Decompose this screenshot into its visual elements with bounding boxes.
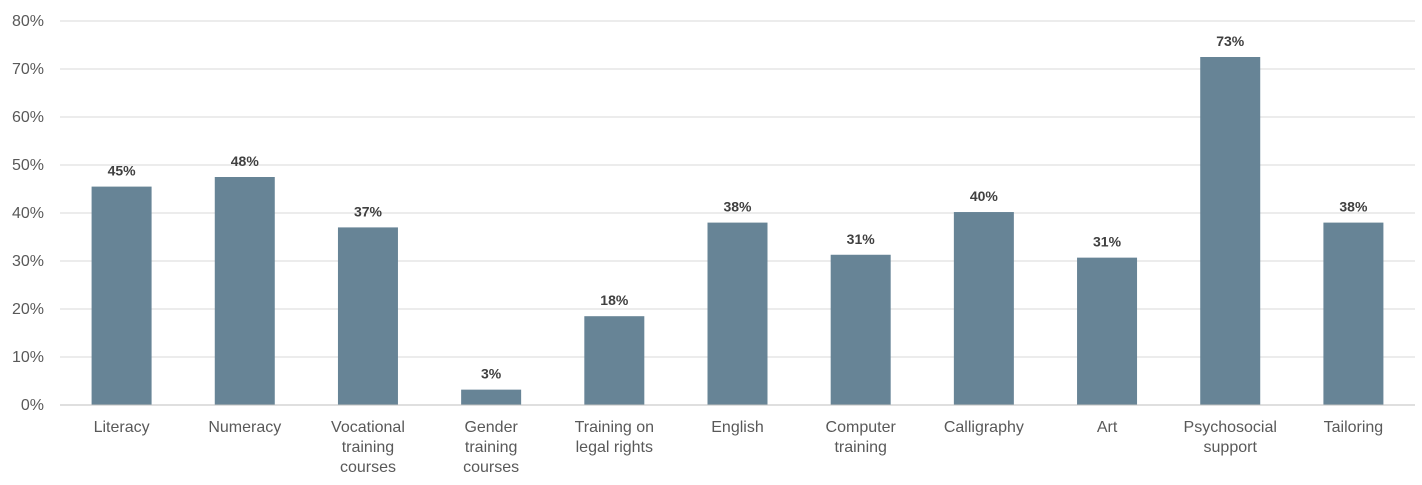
- bar: [91, 186, 152, 405]
- y-tick-label: 50%: [12, 157, 44, 174]
- bar: [1077, 257, 1138, 405]
- category-label: Numeracy: [208, 419, 281, 436]
- y-tick-label: 40%: [12, 205, 44, 222]
- category-label: Psychosocial support: [1184, 419, 1277, 456]
- bar: [830, 254, 891, 405]
- data-label: 31%: [847, 231, 876, 247]
- data-label: 31%: [1093, 234, 1122, 250]
- y-tick-label: 30%: [12, 253, 44, 270]
- category-label: Vocational training courses: [331, 419, 405, 476]
- data-label: 48%: [231, 153, 260, 169]
- data-label: 38%: [723, 199, 752, 215]
- data-labels: 45% 48% 37% 3% 18% 38% 31% 40% 31% 73% 38%: [108, 33, 1368, 382]
- data-label: 40%: [970, 188, 999, 204]
- data-label: 18%: [600, 292, 629, 308]
- data-label: 3%: [481, 366, 502, 382]
- bar: [707, 222, 768, 405]
- bar: [214, 177, 275, 405]
- category-label: Computer training: [826, 419, 897, 456]
- y-tick-label: 60%: [12, 109, 44, 126]
- y-tick-label: 10%: [12, 349, 44, 366]
- data-label: 37%: [354, 203, 383, 219]
- category-label: Literacy: [94, 419, 150, 436]
- data-label: 38%: [1339, 199, 1368, 215]
- data-label: 73%: [1216, 33, 1245, 49]
- category-label: Calligraphy: [944, 419, 1024, 436]
- category-label: English: [711, 419, 763, 436]
- y-tick-label: 20%: [12, 301, 44, 318]
- bar: [584, 316, 645, 405]
- category-label: Training on legal rights: [575, 419, 654, 456]
- bar: [953, 212, 1014, 405]
- bar: [1323, 222, 1384, 405]
- bar: [1200, 57, 1261, 405]
- bar: [337, 227, 398, 405]
- category-label: Art: [1097, 419, 1118, 436]
- y-tick-label: 80%: [12, 13, 44, 30]
- data-label: 45%: [108, 163, 137, 179]
- y-tick-label: 0%: [21, 397, 44, 414]
- y-tick-label: 70%: [12, 61, 44, 78]
- y-axis-tick-labels: 0% 10% 20% 30% 40% 50% 60% 70% 80%: [12, 13, 44, 414]
- bars: [91, 57, 1384, 405]
- category-label: Gender training courses: [463, 419, 519, 476]
- x-axis-category-labels: Literacy Numeracy Vocational training course…: [94, 419, 1384, 476]
- category-label: Tailoring: [1324, 419, 1384, 436]
- bar: [461, 389, 522, 405]
